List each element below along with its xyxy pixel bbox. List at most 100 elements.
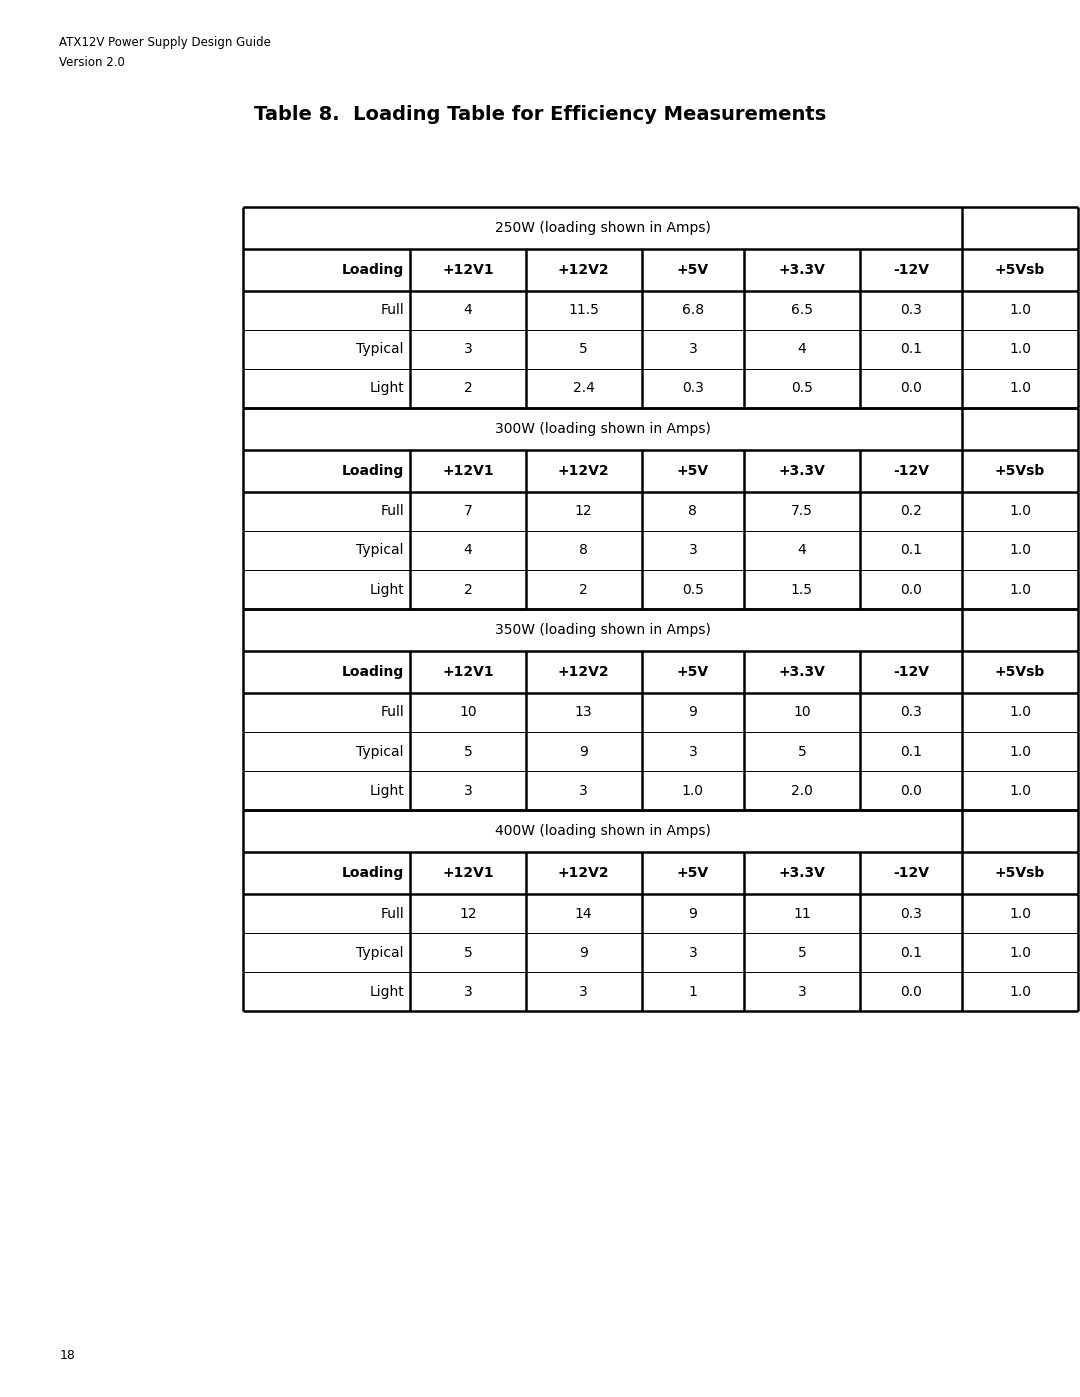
Text: +5Vsb: +5Vsb <box>995 866 1045 880</box>
Text: +5V: +5V <box>677 866 708 880</box>
Text: 1.0: 1.0 <box>1009 784 1031 798</box>
Text: 0.0: 0.0 <box>900 985 922 999</box>
Text: Version 2.0: Version 2.0 <box>59 56 125 68</box>
Text: 3: 3 <box>463 985 473 999</box>
Text: 2: 2 <box>579 583 589 597</box>
Text: 1.0: 1.0 <box>1009 543 1031 557</box>
Text: ATX12V Power Supply Design Guide: ATX12V Power Supply Design Guide <box>59 36 271 49</box>
Text: 1.0: 1.0 <box>1009 985 1031 999</box>
Text: 9: 9 <box>579 745 589 759</box>
Text: Loading: Loading <box>341 665 404 679</box>
Text: 0.3: 0.3 <box>900 907 922 921</box>
Text: 2: 2 <box>463 583 473 597</box>
Text: -12V: -12V <box>893 665 929 679</box>
Text: 8: 8 <box>688 504 698 518</box>
Text: Table 8.  Loading Table for Efficiency Measurements: Table 8. Loading Table for Efficiency Me… <box>254 105 826 124</box>
Text: 1: 1 <box>688 985 698 999</box>
Text: 1.0: 1.0 <box>1009 946 1031 960</box>
Text: 300W (loading shown in Amps): 300W (loading shown in Amps) <box>495 422 711 436</box>
Text: 9: 9 <box>579 946 589 960</box>
Text: +12V1: +12V1 <box>443 464 494 478</box>
Text: 4: 4 <box>797 543 807 557</box>
Text: +12V2: +12V2 <box>558 464 609 478</box>
Text: 4: 4 <box>797 342 807 356</box>
Text: +3.3V: +3.3V <box>779 866 825 880</box>
Text: 1.5: 1.5 <box>791 583 813 597</box>
Text: 0.0: 0.0 <box>900 381 922 395</box>
Text: Full: Full <box>380 705 404 719</box>
Text: 250W (loading shown in Amps): 250W (loading shown in Amps) <box>495 221 711 235</box>
Text: 2.4: 2.4 <box>572 381 595 395</box>
Text: 1.0: 1.0 <box>1009 342 1031 356</box>
Text: +5Vsb: +5Vsb <box>995 263 1045 277</box>
Text: +12V1: +12V1 <box>443 866 494 880</box>
Text: 3: 3 <box>463 784 473 798</box>
Text: Typical: Typical <box>356 946 404 960</box>
Text: 0.1: 0.1 <box>900 342 922 356</box>
Text: 0.2: 0.2 <box>900 504 922 518</box>
Text: 5: 5 <box>463 946 473 960</box>
Text: 6.8: 6.8 <box>681 303 704 317</box>
Text: Loading: Loading <box>341 464 404 478</box>
Text: +3.3V: +3.3V <box>779 665 825 679</box>
Text: 11: 11 <box>793 907 811 921</box>
Text: 3: 3 <box>463 342 473 356</box>
Text: 0.3: 0.3 <box>900 303 922 317</box>
Text: 5: 5 <box>797 745 807 759</box>
Text: Typical: Typical <box>356 543 404 557</box>
Text: 6.5: 6.5 <box>791 303 813 317</box>
Text: 4: 4 <box>463 543 473 557</box>
Text: 1.0: 1.0 <box>1009 745 1031 759</box>
Text: 2: 2 <box>463 381 473 395</box>
Text: +5V: +5V <box>677 665 708 679</box>
Text: Typical: Typical <box>356 745 404 759</box>
Text: +3.3V: +3.3V <box>779 464 825 478</box>
Text: 14: 14 <box>575 907 593 921</box>
Text: 7: 7 <box>463 504 473 518</box>
Text: 12: 12 <box>459 907 477 921</box>
Text: 1.0: 1.0 <box>1009 907 1031 921</box>
Text: 3: 3 <box>688 342 698 356</box>
Text: Full: Full <box>380 303 404 317</box>
Text: 0.5: 0.5 <box>681 583 704 597</box>
Text: 0.1: 0.1 <box>900 543 922 557</box>
Text: 1.0: 1.0 <box>1009 705 1031 719</box>
Text: 3: 3 <box>579 985 589 999</box>
Text: Loading: Loading <box>341 866 404 880</box>
Text: 0.1: 0.1 <box>900 745 922 759</box>
Text: Loading: Loading <box>341 263 404 277</box>
Text: 0.0: 0.0 <box>900 583 922 597</box>
Text: 3: 3 <box>688 946 698 960</box>
Text: +12V2: +12V2 <box>558 866 609 880</box>
Text: 11.5: 11.5 <box>568 303 599 317</box>
Text: Light: Light <box>369 985 404 999</box>
Text: +12V2: +12V2 <box>558 263 609 277</box>
Text: 12: 12 <box>575 504 593 518</box>
Text: 1.0: 1.0 <box>1009 504 1031 518</box>
Text: 1.0: 1.0 <box>1009 303 1031 317</box>
Text: 5: 5 <box>463 745 473 759</box>
Text: 3: 3 <box>688 745 698 759</box>
Text: +5Vsb: +5Vsb <box>995 464 1045 478</box>
Text: 1.0: 1.0 <box>1009 583 1031 597</box>
Text: -12V: -12V <box>893 263 929 277</box>
Text: +12V1: +12V1 <box>443 263 494 277</box>
Text: Light: Light <box>369 784 404 798</box>
Text: 2.0: 2.0 <box>791 784 813 798</box>
Text: 10: 10 <box>793 705 811 719</box>
Text: 3: 3 <box>579 784 589 798</box>
Text: 400W (loading shown in Amps): 400W (loading shown in Amps) <box>495 824 711 838</box>
Text: 5: 5 <box>579 342 589 356</box>
Text: 3: 3 <box>688 543 698 557</box>
Text: 3: 3 <box>797 985 807 999</box>
Text: 9: 9 <box>688 907 698 921</box>
Text: 0.5: 0.5 <box>791 381 813 395</box>
Text: 0.1: 0.1 <box>900 946 922 960</box>
Text: Typical: Typical <box>356 342 404 356</box>
Text: +5V: +5V <box>677 464 708 478</box>
Text: -12V: -12V <box>893 866 929 880</box>
Text: 8: 8 <box>579 543 589 557</box>
Text: 350W (loading shown in Amps): 350W (loading shown in Amps) <box>495 623 711 637</box>
Text: +12V2: +12V2 <box>558 665 609 679</box>
Text: 5: 5 <box>797 946 807 960</box>
